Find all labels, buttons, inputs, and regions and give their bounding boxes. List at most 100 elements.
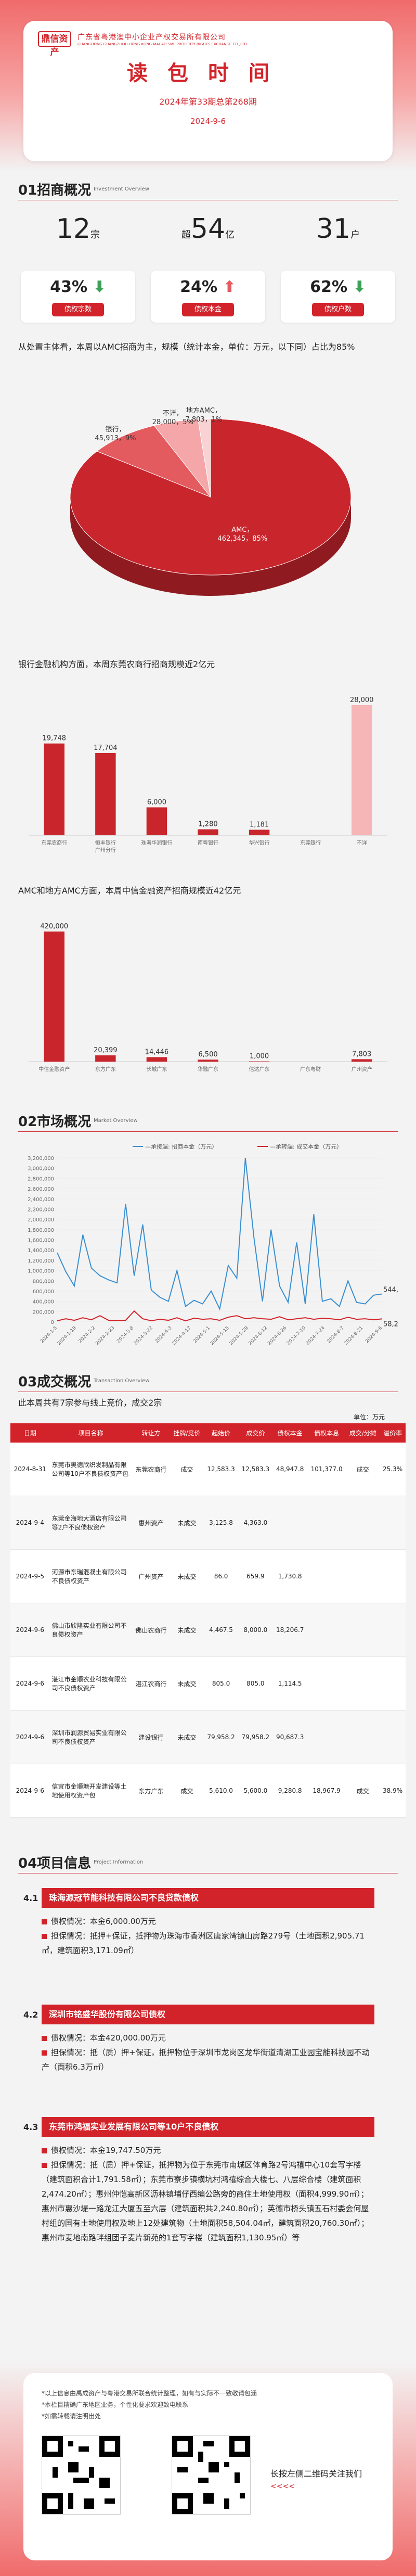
table-cell: [380, 1656, 406, 1711]
x-tick-label: 2024-6-26: [267, 1325, 288, 1346]
project-title: 东莞市鸿福实业发展有限公司等10户不良债权: [42, 2117, 374, 2137]
table-cell: 惠州资产: [132, 1496, 171, 1550]
market-line-chart: —承接端: 招商本金（万元） —承转端: 成交本金（万元） 3,200,000 3,0…: [28, 1143, 398, 1346]
table-cell: 8,000.0: [238, 1603, 273, 1657]
bar-category-label: 广州分行: [95, 847, 116, 853]
table-cell: [380, 1496, 406, 1550]
x-tick-label: 2024-3-22: [133, 1325, 154, 1346]
kpi-households: 62% ⬇ 债权户数: [281, 271, 395, 323]
x-tick-label: 2024-1-5: [40, 1325, 58, 1344]
bar-category-label: 不详: [357, 839, 367, 846]
table-cell: 未成交: [170, 1656, 204, 1711]
pie-note: 从处置主体看，本周以AMC招商为主，规模（统计本金，单位：万元，以下同）占比为8…: [18, 342, 355, 352]
table-cell: [346, 1710, 380, 1764]
x-tick-label: 2024-5-29: [229, 1325, 250, 1346]
x-tick-label: 2024-1-19: [57, 1325, 77, 1346]
table-row: 2024-8-31 东莞市奥德欣织发制品有限公司等10户不良债权资产包 东莞农商行成…: [10, 1443, 406, 1496]
x-tick-label: 2024-6-12: [248, 1325, 269, 1346]
table-cell: 未成交: [170, 1496, 204, 1550]
table-cell: 未成交: [170, 1710, 204, 1764]
stat-households: 31户: [316, 213, 360, 245]
kpi-label: 债权户数: [312, 303, 364, 316]
series-line: [57, 1157, 383, 1311]
y-tick-label: 1,600,000: [28, 1238, 54, 1244]
table-cell: 1,730.8: [272, 1549, 307, 1603]
bar-category-label: 信达广东: [249, 1066, 270, 1073]
table-cell: [380, 1549, 406, 1603]
pie-slice: [96, 425, 212, 498]
header-banner: 鼎信资产 广东省粤港澳中小企业产权交易所有限公司 GUANGDONG GUANG…: [0, 0, 416, 172]
table-cell: [346, 1496, 380, 1550]
bar-category-label: 南粤银行: [198, 839, 218, 846]
table-cell: 90,687.3: [272, 1710, 307, 1764]
pie-slice-label: 银行，: [105, 426, 125, 433]
table-cell: 5,610.0: [203, 1764, 239, 1818]
logo: 鼎信资产 广东省粤港澳中小企业产权交易所有限公司 GUANGDONG GUANG…: [38, 31, 248, 58]
bar-category-label: 东方广东: [95, 1066, 116, 1073]
bar-value-label: 17,704: [94, 744, 118, 752]
project-title: 深圳市铭盛华股份有限公司债权: [42, 2005, 374, 2024]
table-cell: [307, 1656, 346, 1711]
table-cell: 东莞农商行: [132, 1443, 171, 1496]
table-cell: 101,377.0: [307, 1443, 346, 1496]
section-title-investment: 01招商概况: [18, 183, 92, 198]
table-cell: 12,583.3: [203, 1443, 239, 1496]
bar: [44, 743, 64, 835]
bar-value-label: 6,500: [198, 1051, 217, 1059]
table-cell: 2024-8-31: [10, 1443, 50, 1496]
bar: [249, 1061, 270, 1062]
table-cell: [272, 1496, 307, 1550]
table-row: 2024-9-6 湛江市金顺农业科技有限公司不良债权资产 湛江农商行 未成交 805.0…: [10, 1656, 406, 1711]
table-cell: 659.9: [238, 1549, 273, 1603]
x-tick-label: 2024-9-6: [365, 1325, 383, 1344]
project-title: 珠海源冠节能科技有限公司不良贷款债权: [42, 1888, 374, 1908]
amc-bar-chart: 420,000 中信金融资产 20,399 东方广东 14,446 长城广东 6,500 华融…: [29, 923, 387, 1073]
bar: [146, 1057, 167, 1062]
x-tick-label: 2024-2-2: [78, 1325, 97, 1344]
table-cell: 未成交: [170, 1603, 204, 1657]
table-cell: [346, 1603, 380, 1657]
qr-code-icon[interactable]: [172, 2435, 251, 2515]
y-tick-label: 1,000,000: [28, 1269, 54, 1274]
y-tick-label: 3,000,000: [28, 1166, 54, 1172]
x-tick-label: 2024-7-24: [305, 1325, 326, 1346]
kpi-deal-count: 43% ⬇ 债权宗数: [21, 271, 135, 323]
table-cell: [346, 1549, 380, 1603]
table-cell: 2024-9-4: [10, 1496, 50, 1550]
table-row: 2024-9-6 佛山市欣隆实业有限公司不良债权资产 佛山农商行 未成交 4,467.5…: [10, 1603, 406, 1657]
table-cell: [307, 1496, 346, 1550]
arrow-down-icon: ⬇: [353, 278, 366, 296]
bar: [44, 932, 64, 1062]
end-value-label: 544,061: [383, 1286, 398, 1294]
table-cell: 2024-9-6: [10, 1710, 50, 1764]
table-cell: 18,967.9: [307, 1764, 346, 1818]
y-tick-label: 600,000: [33, 1289, 54, 1295]
bar: [146, 807, 167, 835]
bar: [352, 1059, 372, 1062]
y-tick-label: 3,200,000: [28, 1156, 54, 1162]
table-cell: 25.3%: [380, 1443, 406, 1496]
qr-code-icon[interactable]: [42, 2435, 121, 2515]
unit-label: 单位：万元: [354, 1413, 385, 1421]
table-cell: 成交: [170, 1443, 204, 1496]
section-subtitle: Transaction Overview: [94, 1378, 150, 1384]
table-cell: 79,958.2: [203, 1710, 239, 1764]
bar: [198, 829, 218, 835]
pie-slice-value: 28,000，5%: [152, 418, 193, 426]
bar: [352, 705, 372, 835]
y-tick-label: 2,000,000: [28, 1217, 54, 1223]
logo-mark: 鼎信资产: [38, 31, 71, 58]
amc-note: AMC和地方AMC方面，本周中信金融资产招商规模近42亿元: [18, 886, 241, 896]
bar-category-label: 中信金融资产: [38, 1066, 70, 1073]
y-tick-label: 1,800,000: [28, 1228, 54, 1233]
table-cell: 湛江农商行: [132, 1656, 171, 1711]
table-cell: [380, 1710, 406, 1764]
arrow-up-icon: ⬆: [223, 278, 236, 296]
y-tick-label: 2,600,000: [28, 1187, 54, 1192]
y-tick-label: 800,000: [33, 1279, 54, 1284]
x-tick-label: 2024-4-17: [171, 1325, 192, 1346]
pie-chart: AMC，462,345，85% 银行， 45,913，9% 不详，28,000，5% 地…: [70, 406, 352, 596]
bar-category-label: 恒丰银行: [95, 839, 116, 846]
table-cell: 2024-9-6: [10, 1656, 50, 1711]
legend-label: —承转端: 成交本金（万元）: [270, 1143, 342, 1150]
